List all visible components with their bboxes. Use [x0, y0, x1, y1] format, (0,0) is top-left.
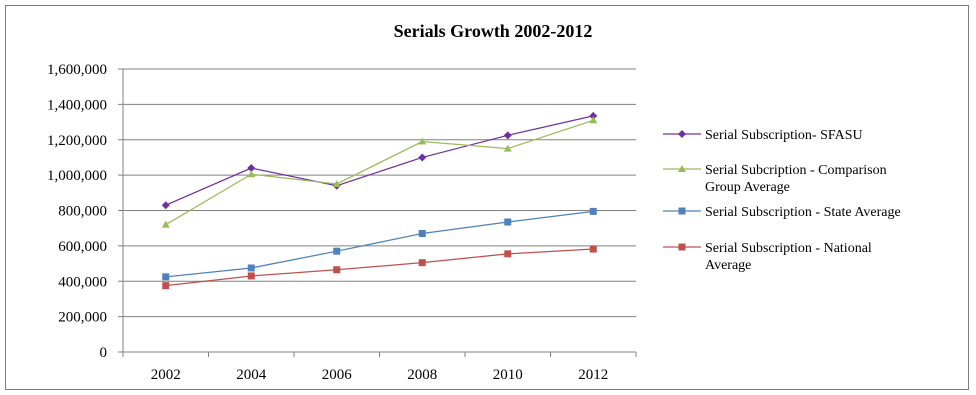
data-point — [332, 179, 341, 187]
series-line — [165, 248, 594, 287]
series-1 — [161, 116, 598, 228]
legend-label: Group Average — [705, 180, 790, 195]
y-tick-label: 1,400,000 — [47, 97, 107, 113]
series-2 — [162, 207, 597, 281]
y-tick-label: 1,000,000 — [47, 168, 107, 184]
legend: Serial Subscription- SFASU Serial Subcrip… — [663, 128, 901, 273]
data-point — [418, 137, 427, 145]
legend-label: Serial Subscription - State Average — [705, 205, 901, 220]
x-tick-label: 2002 — [151, 367, 181, 383]
series-0 — [161, 111, 598, 210]
data-point — [162, 282, 170, 290]
legend-swatch-marker — [678, 243, 686, 251]
legend-item: Serial Subscription - State Average — [663, 205, 901, 220]
data-point — [333, 266, 341, 274]
data-point — [503, 144, 512, 152]
gridlines — [123, 68, 636, 318]
y-tick-label: 600,000 — [58, 239, 107, 255]
chart-frame: Serials Growth 2002-2012 0 200,000 400,000… — [5, 5, 969, 390]
data-point — [418, 229, 426, 237]
data-point — [589, 207, 597, 215]
series-3 — [162, 245, 597, 290]
x-tick-label: 2004 — [236, 367, 267, 383]
axes — [118, 68, 637, 357]
legend-item: Serial Subscription - National Average — [663, 241, 872, 273]
y-tick-label: 200,000 — [58, 310, 107, 326]
data-point — [333, 247, 341, 255]
data-point — [247, 272, 255, 280]
legend-label: Serial Subscription - National — [705, 241, 872, 256]
legend-label: Serial Subcription - Comparison — [705, 163, 887, 178]
data-point — [418, 153, 427, 162]
y-tick-label: 800,000 — [58, 204, 107, 220]
data-point — [504, 250, 512, 258]
y-tick-label: 400,000 — [58, 274, 107, 290]
data-point — [504, 218, 512, 226]
x-axis-tick-labels: 2002 2004 2006 2008 2010 2012 — [151, 367, 609, 383]
x-tick-label: 2010 — [493, 367, 523, 383]
data-point — [247, 164, 256, 173]
data-point — [589, 116, 598, 124]
legend-swatch-marker — [678, 207, 686, 215]
data-point — [589, 111, 598, 120]
legend-label: Serial Subscription- SFASU — [705, 128, 863, 143]
data-point — [247, 264, 255, 272]
legend-swatch-marker — [678, 130, 686, 138]
data-point — [247, 170, 256, 178]
legend-item: Serial Subscription- SFASU — [663, 128, 863, 143]
legend-swatch-marker — [678, 165, 686, 172]
y-tick-label: 1,600,000 — [47, 62, 107, 78]
data-point — [589, 245, 597, 253]
y-tick-label: 1,200,000 — [47, 133, 107, 149]
data-point — [161, 201, 170, 210]
series-group — [161, 111, 598, 290]
legend-label: Average — [705, 258, 751, 273]
line-chart: Serials Growth 2002-2012 0 200,000 400,000… — [47, 21, 901, 383]
data-point — [503, 131, 512, 140]
y-axis-tick-labels: 0 200,000 400,000 600,000 800,000 1,000,000 1,… — [47, 62, 107, 361]
x-tick-label: 2006 — [322, 367, 353, 383]
y-tick-label: 0 — [100, 345, 108, 361]
data-point — [418, 259, 426, 267]
legend-item: Serial Subcription - Comparison Group Ave… — [663, 163, 887, 195]
x-tick-label: 2008 — [407, 367, 437, 383]
data-point — [161, 220, 170, 228]
chart-title: Serials Growth 2002-2012 — [394, 21, 593, 41]
series-line — [165, 210, 594, 278]
series-line — [165, 119, 594, 226]
series-line — [165, 115, 594, 206]
x-tick-label: 2012 — [578, 367, 608, 383]
data-point — [162, 273, 170, 281]
